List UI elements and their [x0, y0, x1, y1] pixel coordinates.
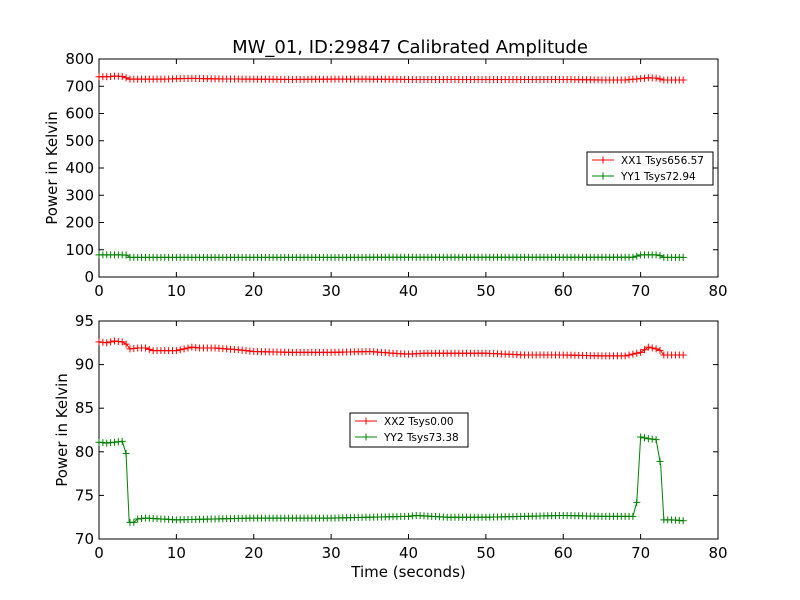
series-YY2 Tsys73.38 [95, 433, 687, 526]
data-point-marker [625, 351, 633, 359]
y-axis-label: Power in Kelvin [43, 111, 61, 225]
data-point-marker [629, 512, 637, 520]
data-point-marker [648, 344, 656, 352]
x-tick-label: 0 [94, 282, 104, 300]
legend-marker [599, 172, 607, 180]
data-point-marker [172, 347, 180, 355]
x-tick-label: 10 [167, 282, 186, 300]
x-tick-label: 30 [322, 544, 341, 562]
data-point-marker [633, 252, 641, 260]
legend-box [349, 412, 469, 448]
legend-entry-label: XX1 Tsys656.57 [621, 155, 704, 167]
y-tick-label: 90 [75, 356, 94, 374]
data-point-marker [637, 433, 645, 441]
y-tick-label: 95 [75, 312, 94, 330]
data-point-marker [118, 338, 126, 346]
data-point-marker [640, 346, 648, 354]
x-tick-label: 40 [399, 544, 418, 562]
bottom-panel: 0 10 20 30 40 50 60 70 80 70 75 80 85 90 95 Power in Ke… [53, 312, 728, 581]
y-tick-label: 80 [75, 443, 94, 461]
legend-marker [362, 433, 370, 441]
data-point-marker [633, 349, 641, 357]
data-point-marker [637, 348, 645, 356]
legend-entry-label: YY1 Tsys72.94 [620, 171, 696, 183]
data-point-marker [656, 75, 664, 83]
chart-title: MW_01, ID:29847 Calibrated Amplitude [232, 37, 588, 58]
data-point-marker [652, 436, 660, 444]
data-point-marker [122, 450, 130, 458]
data-point-marker [145, 345, 153, 353]
x-tick-label: 60 [554, 544, 573, 562]
data-point-marker [621, 352, 629, 360]
data-point-marker [629, 253, 637, 261]
y-tick-label: 70 [75, 530, 94, 548]
x-tick-label: 0 [94, 544, 104, 562]
data-point-marker [652, 74, 660, 82]
legend-entry-label: XX2 Tsys0.00 [384, 416, 454, 428]
data-point-marker [652, 251, 660, 259]
x-tick-label: 60 [554, 282, 573, 300]
data-point-marker [122, 340, 130, 348]
data-point-marker [679, 517, 687, 525]
data-point-marker [656, 457, 664, 465]
x-tick-label: 50 [476, 544, 495, 562]
data-point-marker [629, 350, 637, 358]
y-tick-label: 800 [65, 50, 94, 68]
series-line [98, 436, 684, 523]
y-tick-label: 700 [65, 77, 94, 95]
data-point-marker [180, 345, 188, 353]
x-tick-label: 80 [708, 282, 727, 300]
legend: XX1 Tsys656.57 YY1 Tsys72.94 [586, 151, 714, 186]
x-tick-label: 70 [631, 544, 650, 562]
data-point-marker [633, 498, 641, 506]
data-point-marker [656, 346, 664, 354]
x-axis-label: Time (seconds) [350, 563, 466, 581]
legend-marker [599, 156, 607, 164]
x-tick-label: 40 [399, 282, 418, 300]
data-point-marker [107, 338, 115, 346]
y-tick-label: 100 [65, 241, 94, 259]
data-point-marker [118, 72, 126, 80]
data-point-marker [679, 76, 687, 84]
series-XX2 Tsys0.00 [95, 337, 687, 360]
data-point-marker [656, 252, 664, 260]
data-point-marker [679, 253, 687, 261]
y-axis-label: Power in Kelvin [53, 373, 71, 487]
data-point-marker [644, 343, 652, 351]
y-tick-label: 300 [65, 186, 94, 204]
y-tick-label: 75 [75, 486, 94, 504]
data-point-marker [679, 351, 687, 359]
y-tick-label: 500 [65, 132, 94, 150]
data-point-marker [118, 437, 126, 445]
data-point-marker [652, 345, 660, 353]
top-panel: 0 10 20 30 40 50 60 70 8001002003004005006007008… [43, 50, 728, 300]
y-tick-label: 200 [65, 214, 94, 232]
y-tick-label: 0 [84, 268, 94, 286]
data-point-marker [184, 344, 192, 352]
x-tick-label: 70 [631, 282, 650, 300]
legend-entry-label: YY2 Tsys73.38 [383, 432, 459, 444]
data-point-marker [103, 339, 111, 347]
x-tick-label: 10 [167, 544, 186, 562]
y-tick-label: 600 [65, 105, 94, 123]
x-tick-label: 30 [322, 282, 341, 300]
data-point-marker [176, 346, 184, 354]
legend: XX2 Tsys0.00 YY2 Tsys73.38 [349, 412, 469, 448]
x-tick-label: 80 [708, 544, 727, 562]
x-tick-label: 20 [244, 544, 263, 562]
data-point-marker [122, 74, 130, 82]
legend-box [586, 151, 714, 186]
data-point-marker [640, 434, 648, 442]
y-tick-label: 85 [75, 399, 94, 417]
y-tick-label: 400 [65, 159, 94, 177]
series-YY1 Tsys72.94 [95, 251, 687, 261]
series-XX1 Tsys656.57 [95, 72, 687, 84]
data-point-marker [141, 344, 149, 352]
x-tick-label: 20 [244, 282, 263, 300]
data-point-marker [122, 251, 130, 259]
legend-marker [362, 417, 370, 425]
x-tick-label: 50 [476, 282, 495, 300]
data-point-marker [130, 518, 138, 526]
